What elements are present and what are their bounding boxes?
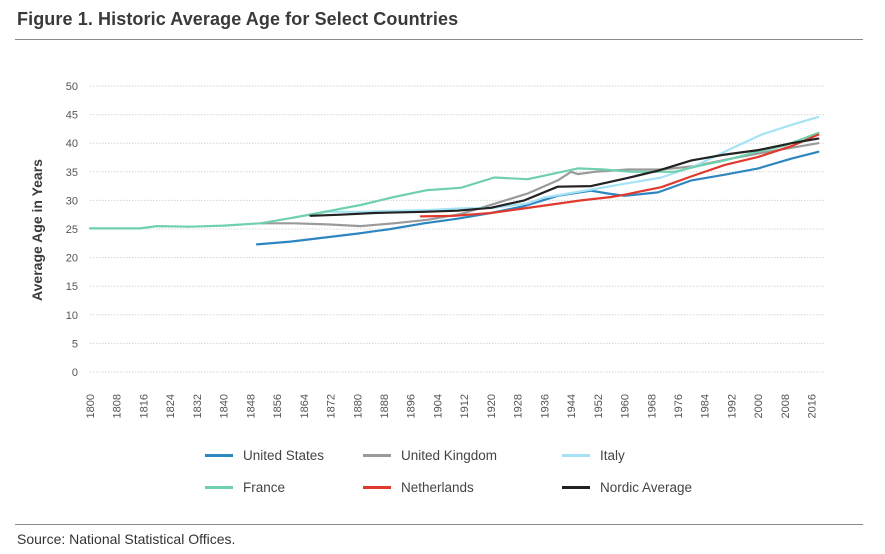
y-tick-label: 15 [66,281,78,293]
x-tick-label: 1904 [432,394,444,418]
y-tick-label: 30 [66,195,78,207]
series-line-france [88,131,820,230]
x-tick-label: 2016 [807,394,819,418]
legend-label: United Kingdom [401,448,498,463]
top-rule [15,39,863,40]
y-tick-label: 20 [66,253,78,265]
x-tick-label: 1816 [138,394,150,418]
legend-item: Italy [562,448,625,463]
x-tick-label: 1896 [406,394,418,418]
y-tick-label: 40 [66,138,78,150]
series-line-netherlands [419,133,820,218]
x-tick-label: 1984 [700,394,712,418]
x-tick-label: 1976 [673,394,685,418]
legend-swatch [363,454,391,457]
legend-label: Italy [600,448,625,463]
y-tick-label: 35 [66,167,78,179]
legend-swatch [363,486,391,489]
x-tick-label: 1944 [566,394,578,418]
series-line-italy [292,115,820,219]
source-note: Source: National Statistical Offices. [17,531,236,547]
x-tick-label: 1960 [620,394,632,418]
legend-swatch [562,486,590,489]
series-line-united-states [255,150,820,246]
y-tick-label: 50 [66,81,78,93]
legend-label: United States [243,448,325,463]
legend-label: Nordic Average [600,480,693,495]
y-tick-label: 0 [72,367,78,379]
x-tick-label: 1856 [272,394,284,418]
y-tick-label: 10 [66,310,78,322]
x-tick-label: 1936 [539,394,551,418]
series-lines [88,115,820,246]
legend-swatch [562,454,590,457]
x-tick-label: 2008 [780,394,792,418]
x-tick-label: 1848 [245,394,257,418]
legend-label: France [243,480,286,495]
bottom-rule [15,524,863,525]
x-tick-label: 1808 [112,394,124,418]
legend-item: Nordic Average [562,480,692,495]
legend-item: United States [205,448,324,463]
legend-swatch [205,486,233,489]
x-tick-label: 2000 [753,394,765,418]
x-tick-label: 1832 [192,394,204,418]
x-tick-label: 1872 [326,394,338,418]
legend-item: Netherlands [363,480,474,495]
y-tick-label: 25 [66,224,78,236]
grid-lines [90,85,825,373]
x-tick-label: 1824 [165,394,177,418]
x-tick-label: 1888 [379,394,391,418]
x-tick-label: 1968 [646,394,658,418]
y-tick-label: 45 [66,110,78,122]
series-line-nordic-average [309,137,820,217]
x-tick-label: 1880 [352,394,364,418]
x-tick-label: 1992 [726,394,738,418]
axis-tick-labels: 0 5 10 15 20 25 30 35 40 45 50 1800 1808 1816 1824 1832… [66,81,819,418]
legend-item: United Kingdom [363,448,497,463]
figure-title: Figure 1. Historic Average Age for Selec… [17,9,459,29]
legend-swatch [205,454,233,457]
legend-label: Netherlands [401,480,474,495]
y-tick-label: 5 [72,338,78,350]
legend-item: France [205,480,285,495]
x-tick-label: 1952 [593,394,605,418]
x-tick-label: 1912 [459,394,471,418]
x-tick-label: 1920 [486,394,498,418]
x-tick-label: 1928 [513,394,525,418]
x-tick-label: 1864 [299,394,311,418]
x-tick-label: 1800 [85,394,97,418]
x-tick-label: 1840 [219,394,231,418]
y-axis-title: Average Age in Years [29,159,45,301]
